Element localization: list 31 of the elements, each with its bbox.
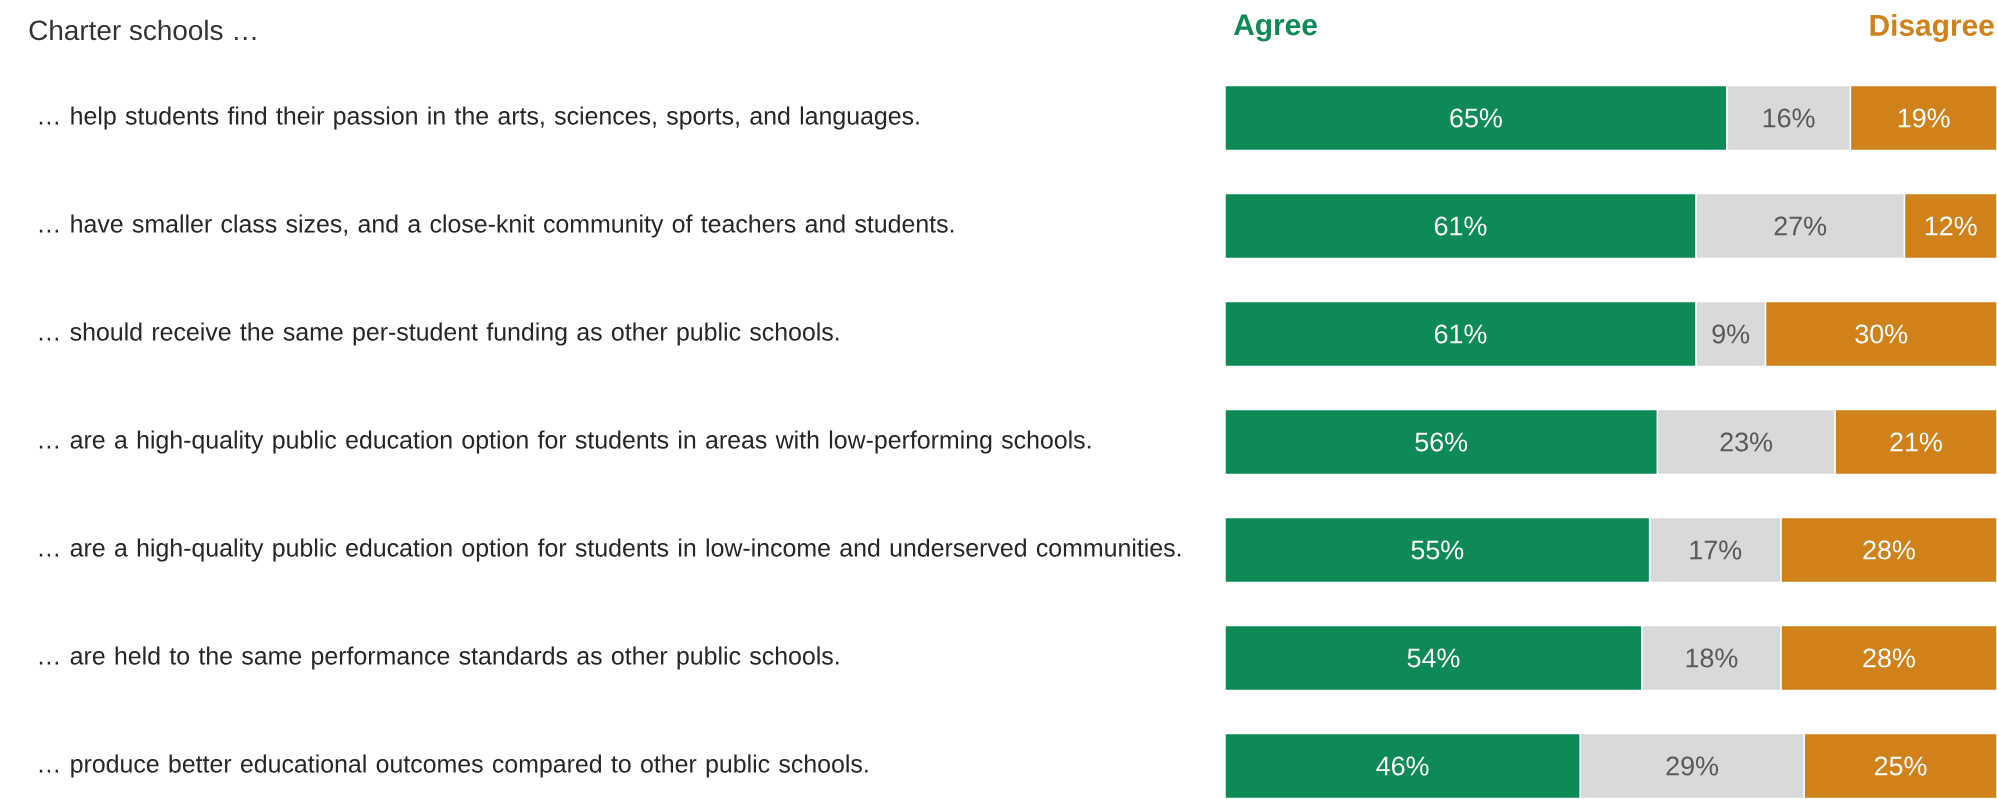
y-tick-label: … should receive the same per-student funding as other public schools.	[39, 322, 839, 346]
data-label: 16%	[1763, 108, 1815, 128]
y-tick-label: … are a high-quality public education option for students in areas with low-performing schools.	[39, 430, 1091, 454]
series-label: Disagree	[1870, 14, 1994, 42]
data-label: 61%	[1434, 324, 1487, 344]
y-tick-label: … produce better educational outcomes compared to other public schools.	[39, 754, 868, 778]
data-label: 56%	[1415, 432, 1468, 452]
y-tick-label: … are held to the same performance standards as other public schools.	[39, 646, 839, 670]
y-tick-label: … are a high-quality public education option for students in low-income and underserved communities.	[39, 538, 1181, 562]
data-label: 55%	[1411, 540, 1464, 560]
data-label: 28%	[1863, 540, 1915, 560]
data-label: 54%	[1407, 648, 1460, 668]
data-label: 27%	[1774, 216, 1827, 236]
data-label: 46%	[1376, 756, 1429, 776]
data-label: 23%	[1720, 432, 1773, 452]
y-tick-label: … have smaller class sizes, and a close-knit community of teachers and students.	[39, 214, 954, 238]
data-label: 61%	[1434, 216, 1487, 236]
data-label: 28%	[1863, 648, 1915, 668]
data-label: 17%	[1690, 540, 1742, 560]
data-label: 29%	[1666, 756, 1719, 776]
data-label: 18%	[1686, 648, 1738, 668]
data-label: 9%	[1712, 324, 1750, 344]
data-label: 19%	[1898, 108, 1950, 128]
data-label: 12%	[1925, 216, 1977, 236]
data-label: 30%	[1855, 324, 1908, 344]
text: Charter schools …	[29, 19, 256, 41]
data-label: 65%	[1450, 108, 1502, 128]
y-tick-label: … help students find their passion in the arts, sciences, sports, and languages.	[39, 106, 919, 130]
data-label: 25%	[1874, 756, 1927, 776]
series-label: Agree	[1233, 14, 1317, 42]
data-label: 21%	[1890, 432, 1942, 452]
